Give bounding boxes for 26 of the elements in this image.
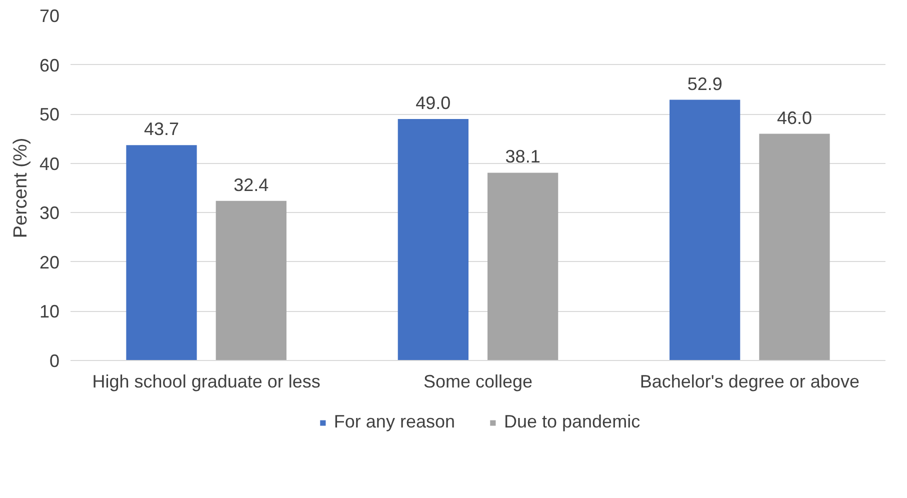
- x-tick-label: High school graduate or less: [92, 372, 320, 392]
- bar: [759, 134, 830, 360]
- y-tick-label: 50: [39, 104, 60, 125]
- y-tick-label: 20: [39, 252, 60, 272]
- y-tick-label: 70: [39, 6, 60, 26]
- bar: [488, 172, 558, 360]
- data-label: 38.1: [505, 146, 540, 167]
- legend-label: For any reason: [334, 412, 455, 432]
- bar: [126, 145, 197, 360]
- data-label: 52.9: [687, 74, 722, 94]
- data-label: 43.7: [144, 119, 180, 140]
- y-axis-title: Percent (%): [10, 138, 32, 238]
- x-tick-label: Bachelor's degree or above: [640, 372, 860, 392]
- data-label: 49.0: [416, 93, 451, 113]
- y-tick-label: 30: [39, 203, 60, 224]
- legend-label: Due to pandemic: [504, 412, 640, 432]
- y-tick-label: 40: [39, 154, 60, 174]
- y-tick-label: 0: [49, 351, 60, 371]
- data-label: 32.4: [234, 174, 269, 195]
- bar: [670, 100, 740, 360]
- bar: [398, 119, 468, 360]
- bar: [216, 200, 286, 360]
- y-tick-label: 60: [39, 55, 60, 76]
- x-tick-label: Some college: [423, 372, 533, 392]
- data-label: 46.0: [776, 108, 812, 128]
- y-tick-label: 10: [39, 302, 60, 322]
